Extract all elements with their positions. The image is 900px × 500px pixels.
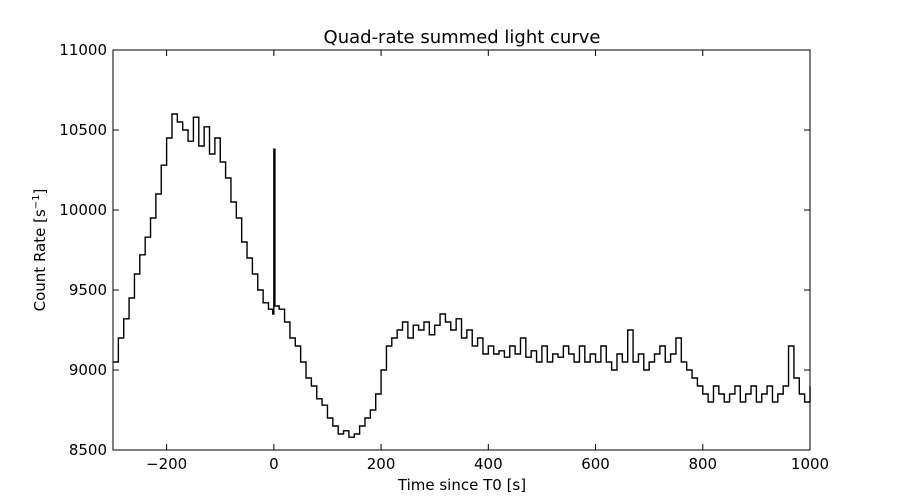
x-tick-label: 1000 — [791, 455, 829, 473]
y-tick-label: 10500 — [59, 121, 107, 139]
plot-frame — [112, 49, 811, 451]
x-axis-title: Time since T0 [s] — [397, 476, 526, 494]
y-tick-label: 10000 — [59, 201, 107, 219]
x-axis-ticks: −200 0 200 400 600 800 1000 — [146, 50, 829, 473]
chart-title: Quad-rate summed light curve — [324, 27, 601, 48]
y-axis-title-text: Count Rate [s — [31, 209, 49, 311]
x-tick-label: 200 — [367, 455, 396, 473]
series-line — [113, 113, 811, 438]
x-tick-label: 0 — [269, 455, 279, 473]
y-tick-label: 8500 — [69, 441, 107, 459]
x-tick-label: 800 — [688, 455, 717, 473]
x-tick-label: 400 — [474, 455, 503, 473]
y-axis-ticks: 8500 9000 9500 10000 10500 11000 — [59, 41, 810, 459]
y-axis-title-superscript: −1 — [31, 194, 42, 209]
y-axis-title: Count Rate [s−1] — [31, 189, 49, 312]
y-tick-label: 9500 — [69, 281, 107, 299]
x-tick-label: −200 — [146, 455, 187, 473]
y-tick-label: 9000 — [69, 361, 107, 379]
y-tick-label: 11000 — [59, 41, 107, 59]
y-axis-title-close: ] — [31, 189, 49, 195]
x-tick-label: 600 — [581, 455, 610, 473]
